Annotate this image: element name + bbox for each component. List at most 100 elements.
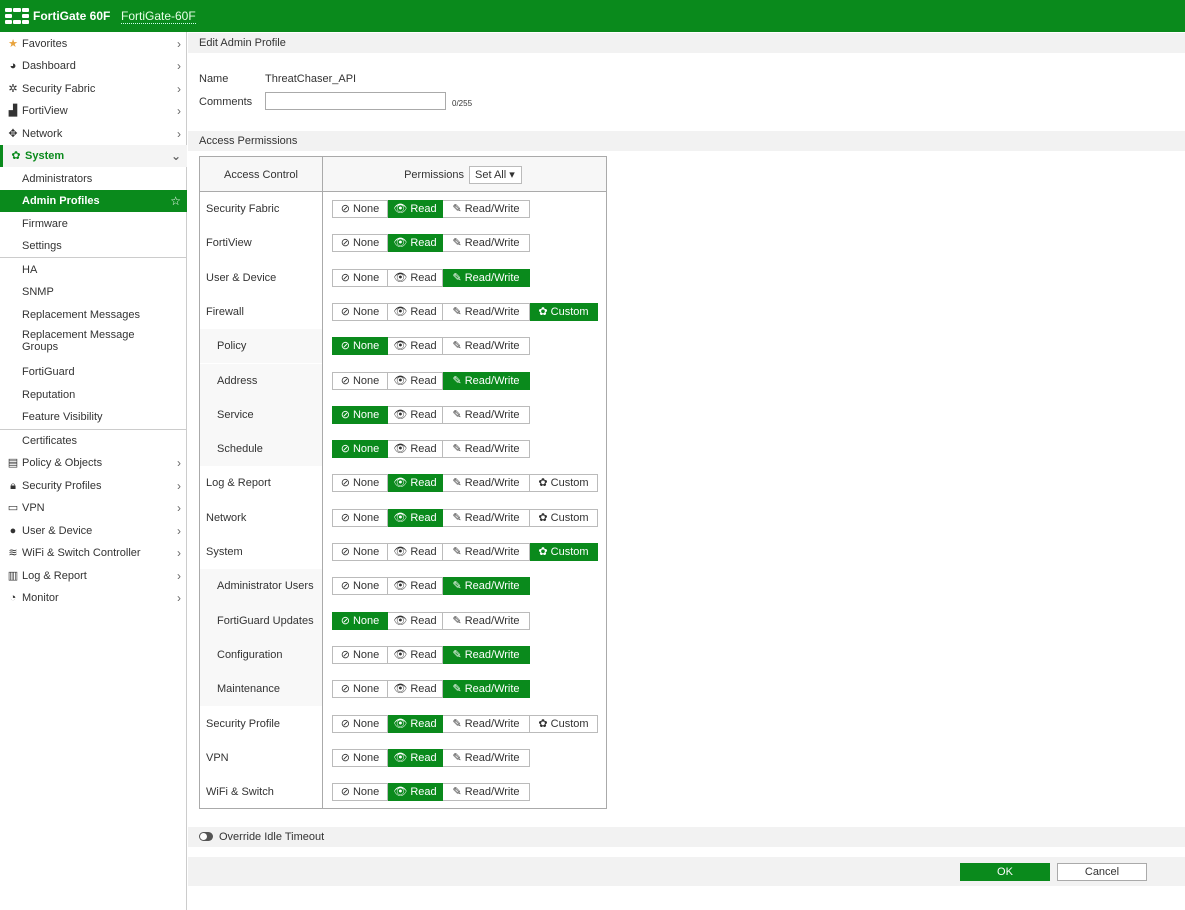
sidebar-item-vpn[interactable]: ▭ VPN › (0, 497, 187, 519)
permission-rw-button[interactable]: ✎ Read/Write (443, 440, 530, 459)
permission-read-button[interactable]: 👁︎ Read (388, 645, 443, 664)
permission-rw-button[interactable]: ✎ Read/Write (443, 405, 530, 424)
permission-rw-button[interactable]: ✎ Read/Write (443, 748, 530, 767)
permission-rw-button[interactable]: ✎ Read/Write (443, 371, 530, 390)
permission-none-button[interactable]: ⊘ None (332, 440, 388, 459)
sidebar-item-admin-profiles[interactable]: Admin Profiles ☆ (0, 190, 187, 212)
sidebar-item-fortiguard[interactable]: FortiGuard (0, 361, 187, 383)
permission-custom-button[interactable]: ✿ Custom (530, 543, 598, 561)
sidebar-item-wifi-switch-controller[interactable]: ≋ WiFi & Switch Controller › (0, 542, 187, 564)
permission-rw-button[interactable]: ✎ Read/Write (443, 611, 530, 630)
permission-rw-button[interactable]: ✎ Read/Write (443, 645, 530, 664)
ok-button[interactable]: OK (960, 863, 1050, 881)
sidebar-item-monitor[interactable]: ◔ Monitor › (0, 587, 187, 609)
permission-read-button[interactable]: 👁︎ Read (388, 748, 443, 767)
permission-read-button[interactable]: 👁︎ Read (388, 234, 443, 253)
sidebar-item-network[interactable]: ✥ Network › (0, 123, 187, 145)
sidebar-item-replacement-message-groups[interactable]: Replacement Message Groups (0, 326, 187, 356)
permission-none-button[interactable]: ⊘ None (332, 748, 388, 767)
sidebar-item-firmware[interactable]: Firmware (0, 213, 187, 235)
permission-read-button[interactable]: 👁︎ Read (388, 268, 443, 287)
permission-rw-button[interactable]: ✎ Read/Write (443, 337, 530, 356)
permission-none-button[interactable]: ⊘ None (332, 714, 388, 733)
permission-read-button[interactable]: 👁︎ Read (388, 611, 443, 630)
permission-read-button[interactable]: 👁︎ Read (388, 783, 443, 802)
permission-row: Policy ⊘ None 👁︎ Read ✎ Read/Write (200, 329, 606, 364)
sidebar-item-feature-visibility[interactable]: Feature Visibility (0, 406, 187, 428)
permission-read-button[interactable]: 👁︎ Read (388, 577, 443, 596)
permission-read-button[interactable]: 👁︎ Read (388, 405, 443, 424)
sidebar-item-label: Replacement Messages (22, 309, 141, 321)
permission-rw-button[interactable]: ✎ Read/Write (443, 268, 530, 287)
permission-custom-button[interactable]: ✿ Custom (530, 714, 598, 733)
permission-rw-button[interactable]: ✎ Read/Write (443, 234, 530, 253)
permission-rw-button[interactable]: ✎ Read/Write (443, 680, 530, 699)
chevron-icon: › (177, 591, 181, 605)
permission-button-group: ⊘ None 👁︎ Read ✎ Read/Write (332, 783, 530, 802)
sidebar-item-replacement-messages[interactable]: Replacement Messages (0, 304, 187, 326)
permission-row: Security Fabric ⊘ None 👁︎ Read ✎ Read/Write (200, 192, 606, 226)
sidebar-item-log-report[interactable]: ▥ Log & Report › (0, 565, 187, 587)
comments-input[interactable] (265, 92, 446, 110)
sidebar-item-security-profiles[interactable]: 🔒︎ Security Profiles › (0, 475, 187, 497)
permission-none-button[interactable]: ⊘ None (332, 783, 388, 802)
permission-none-button[interactable]: ⊘ None (332, 680, 388, 699)
permission-none-button[interactable]: ⊘ None (332, 543, 388, 561)
permission-read-button[interactable]: 👁︎ Read (388, 508, 443, 527)
permission-rw-button[interactable]: ✎ Read/Write (443, 508, 530, 527)
permission-read-button[interactable]: 👁︎ Read (388, 543, 443, 561)
override-idle-timeout-toggle[interactable] (199, 832, 213, 841)
permission-rw-button[interactable]: ✎ Read/Write (443, 714, 530, 733)
permission-custom-button[interactable]: ✿ Custom (530, 302, 598, 321)
permission-read-button[interactable]: 👁︎ Read (388, 200, 443, 218)
permission-none-button[interactable]: ⊘ None (332, 645, 388, 664)
gear-icon: ✿ (11, 150, 21, 162)
permission-custom-button[interactable]: ✿ Custom (530, 474, 598, 493)
sidebar-item-dashboard[interactable]: ◕ Dashboard › (0, 55, 187, 77)
permission-none-button[interactable]: ⊘ None (332, 302, 388, 321)
cancel-button[interactable]: Cancel (1057, 863, 1147, 881)
sidebar-item-certificates[interactable]: Certificates (0, 430, 187, 452)
sidebar-item-user-device[interactable]: ● User & Device › (0, 520, 187, 542)
hostname-link[interactable]: FortiGate-60F (121, 9, 196, 24)
permission-none-button[interactable]: ⊘ None (332, 508, 388, 527)
sidebar-item-snmp[interactable]: SNMP (0, 281, 187, 303)
permission-row: Security Profile ⊘ None 👁︎ Read ✎ Read/Writ… (200, 707, 606, 741)
permission-read-button[interactable]: 👁︎ Read (388, 337, 443, 356)
permission-rw-button[interactable]: ✎ Read/Write (443, 577, 530, 596)
permission-read-button[interactable]: 👁︎ Read (388, 440, 443, 459)
sidebar-item-system[interactable]: ✿ System ⌄ (0, 145, 187, 167)
permission-rw-button[interactable]: ✎ Read/Write (443, 474, 530, 493)
permission-none-button[interactable]: ⊘ None (332, 337, 388, 356)
permission-read-button[interactable]: 👁︎ Read (388, 371, 443, 390)
permission-rw-button[interactable]: ✎ Read/Write (443, 783, 530, 802)
permission-custom-button[interactable]: ✿ Custom (530, 508, 598, 527)
permission-none-button[interactable]: ⊘ None (332, 234, 388, 253)
sidebar-item-administrators[interactable]: Administrators (0, 168, 187, 190)
sidebar-item-favorites[interactable]: ★ Favorites › (0, 33, 187, 55)
permission-rw-button[interactable]: ✎ Read/Write (443, 543, 530, 561)
sidebar-item-reputation[interactable]: Reputation (0, 384, 187, 406)
favorite-star-icon[interactable]: ☆ (170, 194, 181, 208)
permission-none-button[interactable]: ⊘ None (332, 371, 388, 390)
sidebar-item-security-fabric[interactable]: ✲ Security Fabric › (0, 78, 187, 100)
sidebar-item-policy-objects[interactable]: ▤ Policy & Objects › (0, 452, 187, 474)
sidebar-item-settings[interactable]: Settings (0, 235, 187, 257)
permission-rw-button[interactable]: ✎ Read/Write (443, 200, 530, 218)
permission-none-button[interactable]: ⊘ None (332, 405, 388, 424)
permission-read-button[interactable]: 👁︎ Read (388, 680, 443, 699)
permission-none-button[interactable]: ⊘ None (332, 577, 388, 596)
permission-none-button[interactable]: ⊘ None (332, 474, 388, 493)
permission-read-button[interactable]: 👁︎ Read (388, 302, 443, 321)
laptop-icon: ▭ (7, 502, 19, 514)
permission-row: Maintenance ⊘ None 👁︎ Read ✎ Read/Write (200, 672, 606, 707)
permission-rw-button[interactable]: ✎ Read/Write (443, 302, 530, 321)
sidebar-item-ha[interactable]: HA (0, 259, 187, 281)
permission-read-button[interactable]: 👁︎ Read (388, 474, 443, 493)
permission-none-button[interactable]: ⊘ None (332, 200, 388, 218)
permission-none-button[interactable]: ⊘ None (332, 268, 388, 287)
sidebar-item-fortiview[interactable]: ▟ FortiView › (0, 100, 187, 122)
permission-read-button[interactable]: 👁︎ Read (388, 714, 443, 733)
set-all-dropdown[interactable]: Set All ▾ (469, 166, 522, 184)
permission-none-button[interactable]: ⊘ None (332, 611, 388, 630)
